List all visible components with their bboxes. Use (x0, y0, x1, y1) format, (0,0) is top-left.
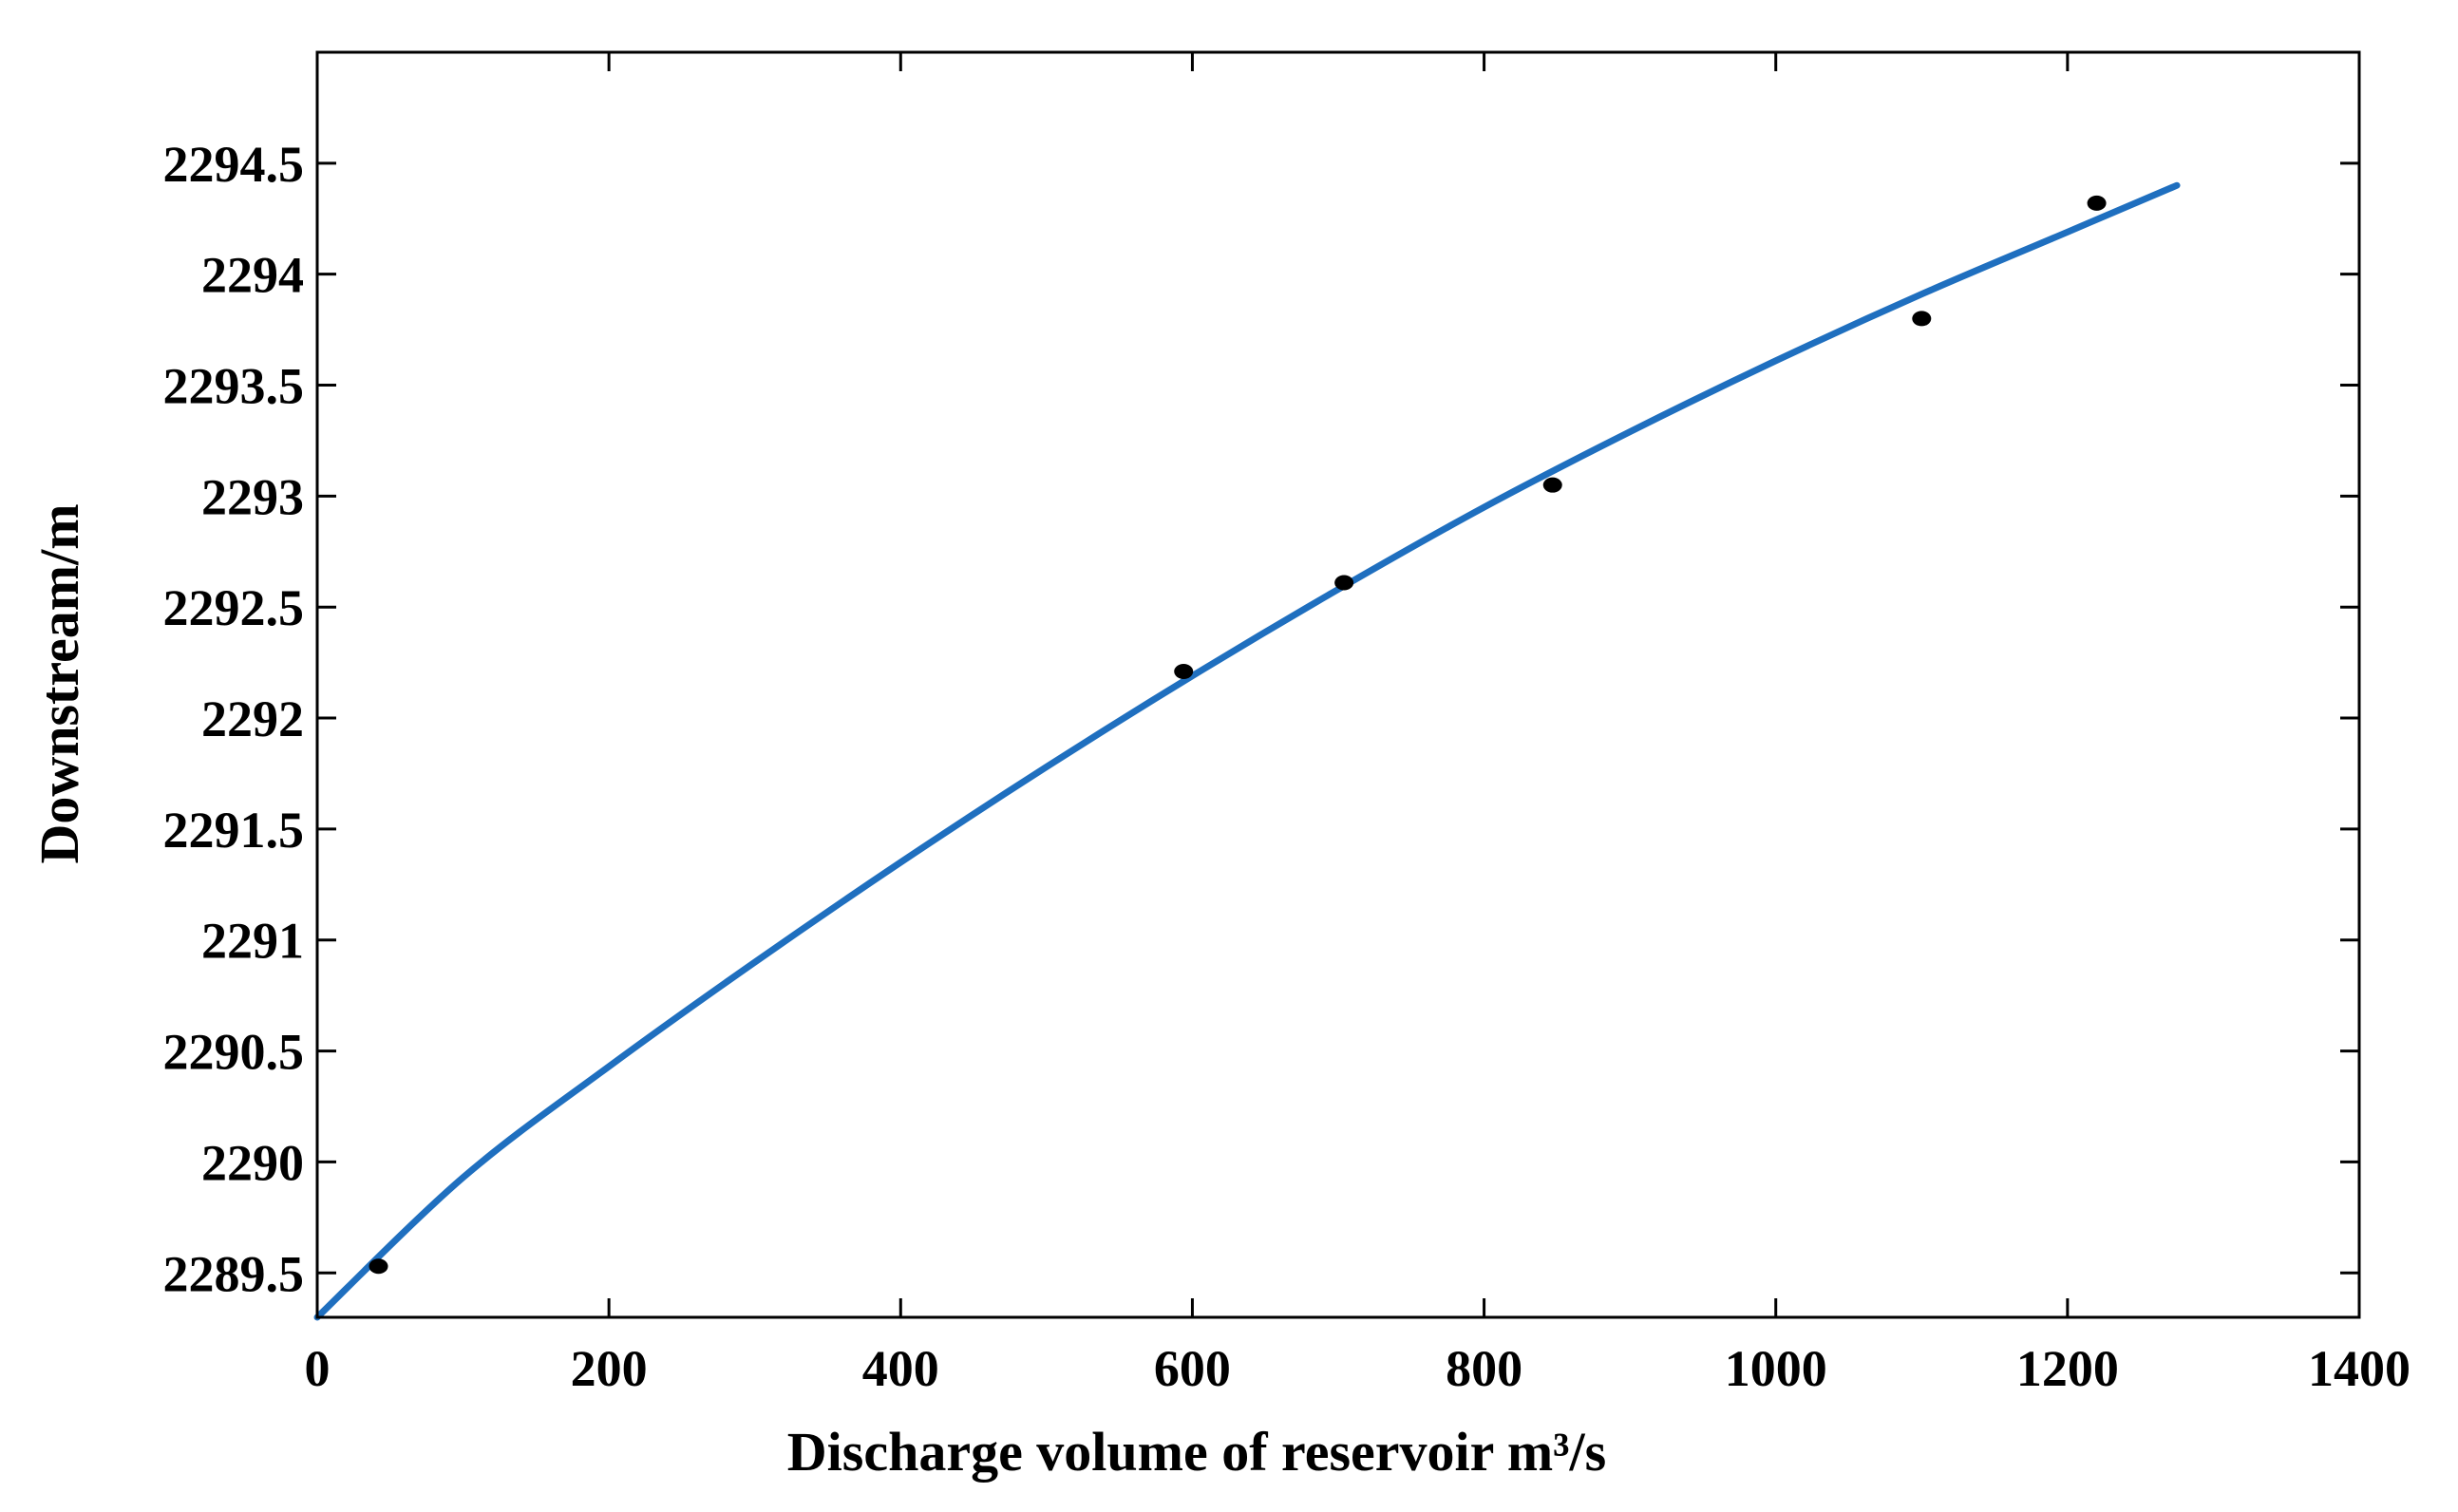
x-tick-label: 600 (1154, 1340, 1231, 1397)
y-tick-label: 2293.5 (163, 358, 305, 415)
observed-data-point (369, 1258, 388, 1275)
x-tick-label: 200 (571, 1340, 648, 1397)
y-tick-label: 2291.5 (163, 802, 305, 859)
observed-data-point (1174, 663, 1194, 679)
x-tick-label: 800 (1446, 1340, 1522, 1397)
series-layer (313, 181, 2181, 1321)
y-tick-label: 2292 (201, 690, 304, 747)
y-tick-label: 2290 (201, 1134, 304, 1191)
y-tick-label: 2294.5 (163, 136, 305, 193)
y-tick-label: 2293 (201, 468, 304, 525)
y-tick-label: 2289.5 (163, 1245, 305, 1302)
fitted-curve-line (313, 181, 2181, 1321)
observed-data-point (1542, 477, 1562, 493)
x-tick-label: 0 (305, 1340, 331, 1397)
plot-area-frame (315, 50, 2361, 1319)
x-tick-label: 1200 (2016, 1340, 2119, 1397)
ticks-layer: 0 200 400 600 800 1000 1200 1400 2289.5 2290 2290.… (163, 52, 2411, 1397)
y-axis-title: Downstream/m (28, 503, 90, 863)
y-tick-label: 2292.5 (163, 579, 305, 636)
x-tick-label: 400 (862, 1340, 939, 1397)
x-tick-label: 1000 (1725, 1340, 1827, 1397)
observed-data-point (1912, 311, 1932, 327)
x-tick-label: 1400 (2308, 1340, 2411, 1397)
x-axis-title: Discharge volume of reservoir m³/s (787, 1421, 1607, 1483)
observed-data-point (2087, 195, 2107, 211)
y-tick-label: 2291 (201, 913, 304, 970)
observed-data-point (1334, 575, 1354, 591)
y-tick-label: 2290.5 (163, 1024, 305, 1081)
y-tick-label: 2294 (201, 247, 304, 304)
